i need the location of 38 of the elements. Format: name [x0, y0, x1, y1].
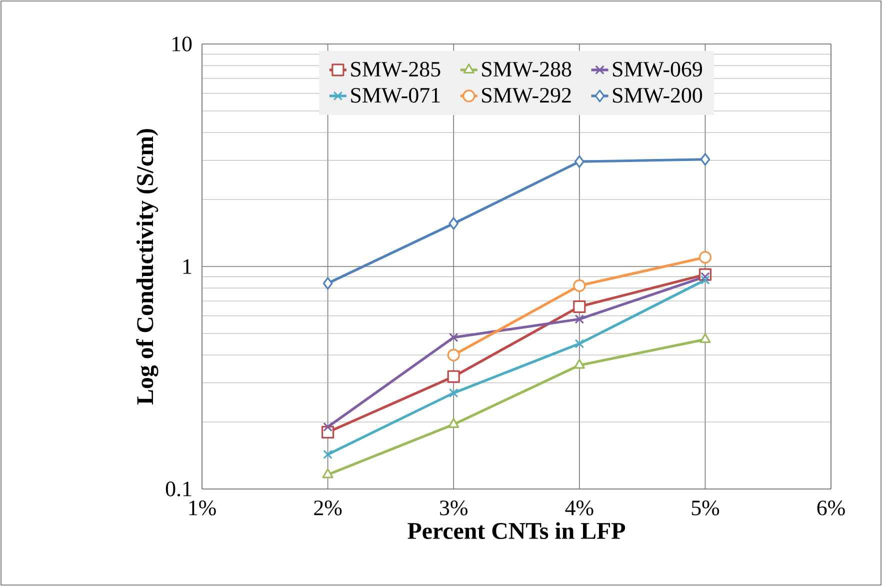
- legend-label: SMW-292: [482, 88, 571, 103]
- point: [574, 338, 584, 348]
- x-tick-label: 6%: [817, 500, 845, 516]
- point: [574, 358, 585, 369]
- point: [322, 277, 333, 290]
- y-tick-label: 0.1: [166, 482, 192, 496]
- legend-label: SMW-069: [613, 62, 702, 77]
- legend-label: SMW-200: [613, 88, 702, 103]
- x-tick-label: 2%: [314, 500, 342, 516]
- x-tick-label: 4%: [565, 500, 594, 516]
- y-tick-label: 10: [172, 36, 192, 52]
- point: [448, 418, 460, 428]
- point: [323, 422, 332, 432]
- point: [700, 153, 710, 166]
- point: [698, 250, 712, 264]
- point: [448, 388, 458, 398]
- point: [323, 450, 332, 460]
- point: [448, 217, 459, 230]
- point: [700, 275, 710, 285]
- point: [447, 370, 460, 383]
- legend-label: SMW-288: [482, 62, 572, 77]
- x-axis-title: Percent CNTs in LFP: [408, 522, 626, 540]
- x-tick-label: 3%: [440, 500, 468, 516]
- point: [322, 468, 334, 478]
- y-tick-label: 1: [183, 259, 192, 274]
- point: [448, 332, 458, 342]
- point: [574, 314, 584, 324]
- point: [573, 300, 586, 313]
- legend-label: SMW-071: [351, 88, 440, 103]
- x-tick-label: 1%: [189, 500, 216, 516]
- legend-label: SMW-285: [351, 62, 440, 77]
- x-tick-label: 5%: [692, 500, 720, 516]
- point: [574, 155, 584, 168]
- y-axis-title: Log of Conductivity (S/cm): [136, 129, 158, 405]
- point: [700, 272, 710, 282]
- point: [447, 348, 460, 362]
- point: [700, 333, 711, 343]
- point: [573, 279, 586, 292]
